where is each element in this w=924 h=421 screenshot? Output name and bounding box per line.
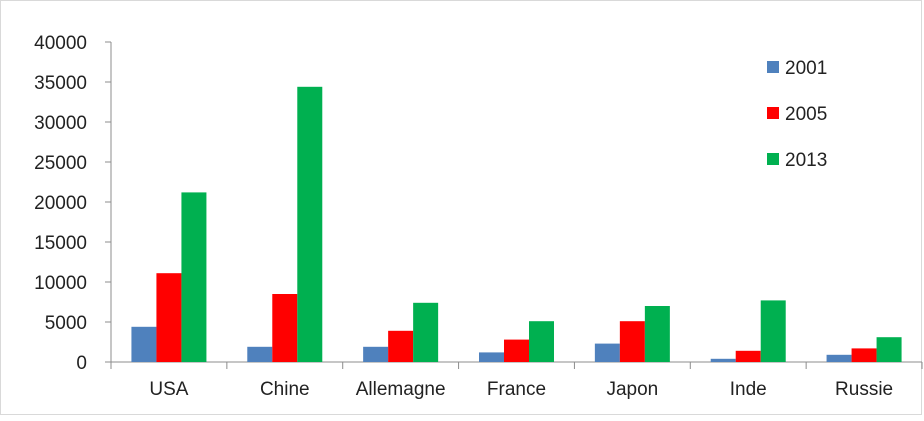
category-label-allemagne: Allemagne: [356, 379, 446, 400]
legend-label-2013: 2013: [785, 150, 827, 171]
y-tick-label: 20000: [34, 193, 87, 214]
bar-france-2001: [479, 352, 504, 362]
bar-chine-2001: [247, 346, 273, 362]
y-tick-label: 15000: [34, 233, 87, 254]
bar-chine-2005: [272, 294, 298, 362]
bar-allemagne-2013: [413, 302, 439, 362]
bar-inde-2013: [760, 300, 786, 362]
category-label-inde: Inde: [730, 379, 767, 400]
x-axis: USA Chine Allemagne France Japon Inde Russie: [110, 361, 923, 400]
legend: 2001 2005 2013: [767, 58, 827, 171]
bar-inde-2005: [735, 350, 761, 362]
bar-usa-2001: [131, 326, 157, 362]
bar-japon-2005: [619, 321, 645, 362]
y-tick-label: 0: [76, 353, 87, 374]
bar-inde-2001: [710, 358, 736, 362]
y-tick-label: 25000: [34, 153, 87, 174]
y-tick-label: 40000: [34, 33, 87, 54]
bar-usa-2013: [181, 192, 207, 362]
legend-swatch-2005: [767, 107, 779, 119]
y-tick-label: 30000: [34, 113, 87, 134]
bar-france-2013: [529, 321, 554, 362]
bar-russie-2013: [876, 337, 902, 362]
category-label-usa: USA: [149, 379, 188, 400]
y-tick-label: 10000: [34, 273, 87, 294]
category-label-russie: Russie: [835, 379, 893, 400]
bar-usa-2005: [156, 273, 182, 362]
bars: [131, 86, 902, 363]
bar-russie-2005: [851, 348, 877, 362]
legend-swatch-2013: [767, 153, 779, 165]
bar-russie-2001: [826, 354, 852, 362]
legend-swatch-2001: [767, 61, 779, 73]
legend-label-2001: 2001: [785, 58, 827, 79]
y-tick-label: 35000: [34, 73, 87, 94]
bar-france-2005: [504, 339, 529, 362]
category-label-chine: Chine: [260, 379, 310, 400]
bar-japon-2013: [644, 306, 670, 362]
bar-allemagne-2001: [363, 346, 389, 362]
bar-chine-2013: [297, 86, 323, 363]
y-axis: 0 5000 10000 15000 20000 25000 30000 35000 40000: [34, 33, 112, 374]
category-label-france: France: [487, 379, 546, 400]
y-tick-label: 5000: [45, 313, 87, 334]
bar-allemagne-2005: [388, 330, 414, 362]
bar-japon-2001: [594, 343, 620, 362]
legend-label-2005: 2005: [785, 104, 827, 125]
category-label-japon: Japon: [606, 379, 658, 400]
